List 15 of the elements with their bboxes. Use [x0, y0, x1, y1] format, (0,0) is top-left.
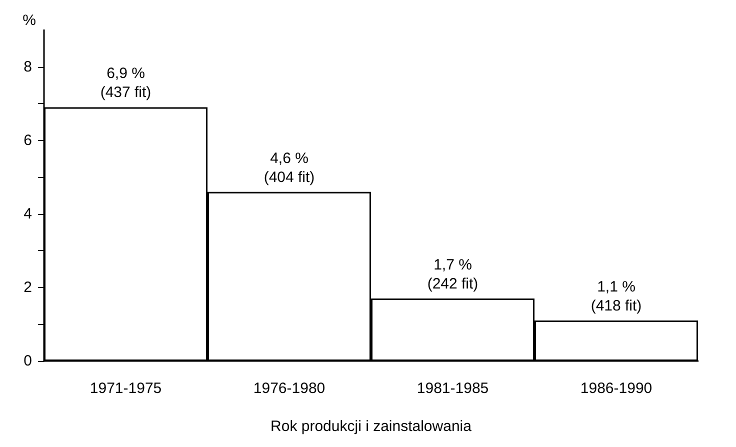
data-label: 4,6 % (404 fit) [264, 150, 315, 186]
x-axis-title: Rok produkcji i zainstalowania [270, 418, 472, 435]
y-tick-label: 4 [24, 205, 32, 222]
x-tick-label: 1971-1975 [90, 380, 162, 397]
y-tick-label: 0 [24, 352, 32, 370]
x-tick-label: 1976-1980 [253, 380, 326, 397]
data-label: 1,7 % (242 fit) [427, 256, 478, 292]
data-label: 1,1 % (418 fit) [590, 278, 642, 315]
y-tick-label: 2 [24, 278, 32, 296]
y-axis-title: % [22, 12, 36, 29]
data-label: 6,9 % (437 fit) [100, 65, 152, 102]
y-tick-label: 8 [24, 58, 32, 76]
y-tick-label: 6 [24, 132, 32, 149]
x-tick-label: 1981-1985 [416, 380, 489, 397]
x-tick-label: 1986-1990 [580, 380, 652, 397]
